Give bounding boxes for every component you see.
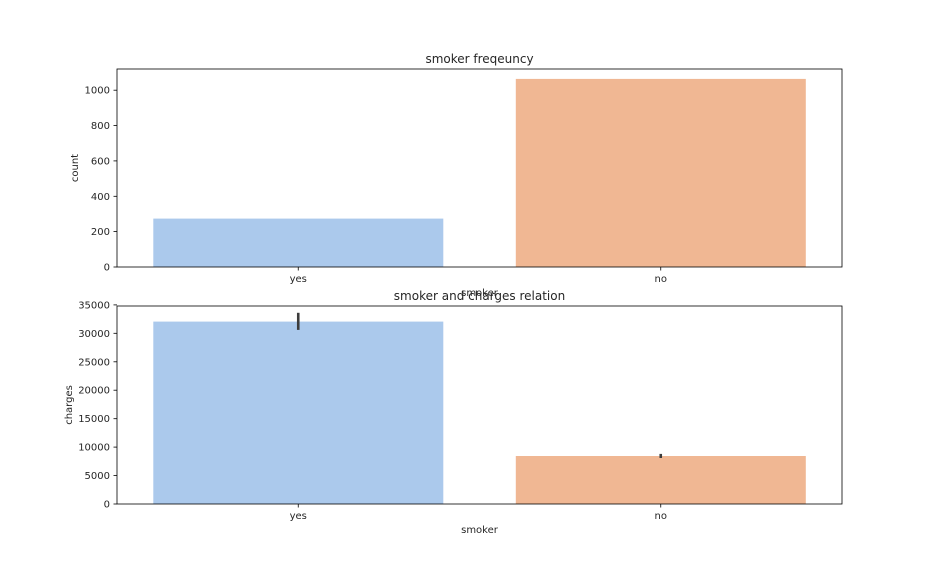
y-tick-label: 600 xyxy=(91,156,110,167)
y-tick-label: 10000 xyxy=(78,443,110,454)
y-tick-label: 35000 xyxy=(78,300,110,311)
bar-yes xyxy=(153,218,444,267)
y-tick-label: 0 xyxy=(104,500,110,511)
y-tick-label: 400 xyxy=(91,192,110,203)
y-tick-label: 20000 xyxy=(78,386,110,397)
x-axis-label: smoker xyxy=(461,288,499,299)
x-tick-label: yes xyxy=(290,511,307,522)
chart-count: smoker freqeuncy 0 200 400 600 800 1000 yes no… xyxy=(70,52,843,299)
bar-no xyxy=(515,78,806,268)
y-axis-label: count xyxy=(70,154,81,182)
x-tick-label: no xyxy=(655,274,667,285)
y-tick-label: 0 xyxy=(104,263,110,274)
y-axis-label: charges xyxy=(64,385,75,425)
x-tick-label: no xyxy=(655,511,667,522)
y-tick-label: 30000 xyxy=(78,329,110,340)
x-tick-label: yes xyxy=(290,274,307,285)
bar-yes xyxy=(153,321,444,504)
y-tick-label: 15000 xyxy=(78,414,110,425)
chart-charges: smoker and charges relation 0 5000 10000 15… xyxy=(64,289,843,536)
y-tick-label: 5000 xyxy=(85,471,110,482)
plot-frame xyxy=(116,305,843,505)
plot-frame xyxy=(116,68,843,268)
x-axis-label: smoker xyxy=(461,525,499,536)
y-tick-label: 800 xyxy=(91,121,110,132)
bar-no xyxy=(515,456,806,504)
y-tick-label: 200 xyxy=(91,227,110,238)
y-tick-label: 1000 xyxy=(85,86,110,97)
chart-title: smoker and charges relation xyxy=(394,289,565,303)
y-tick-label: 25000 xyxy=(78,357,110,368)
chart-title: smoker freqeuncy xyxy=(425,52,533,66)
